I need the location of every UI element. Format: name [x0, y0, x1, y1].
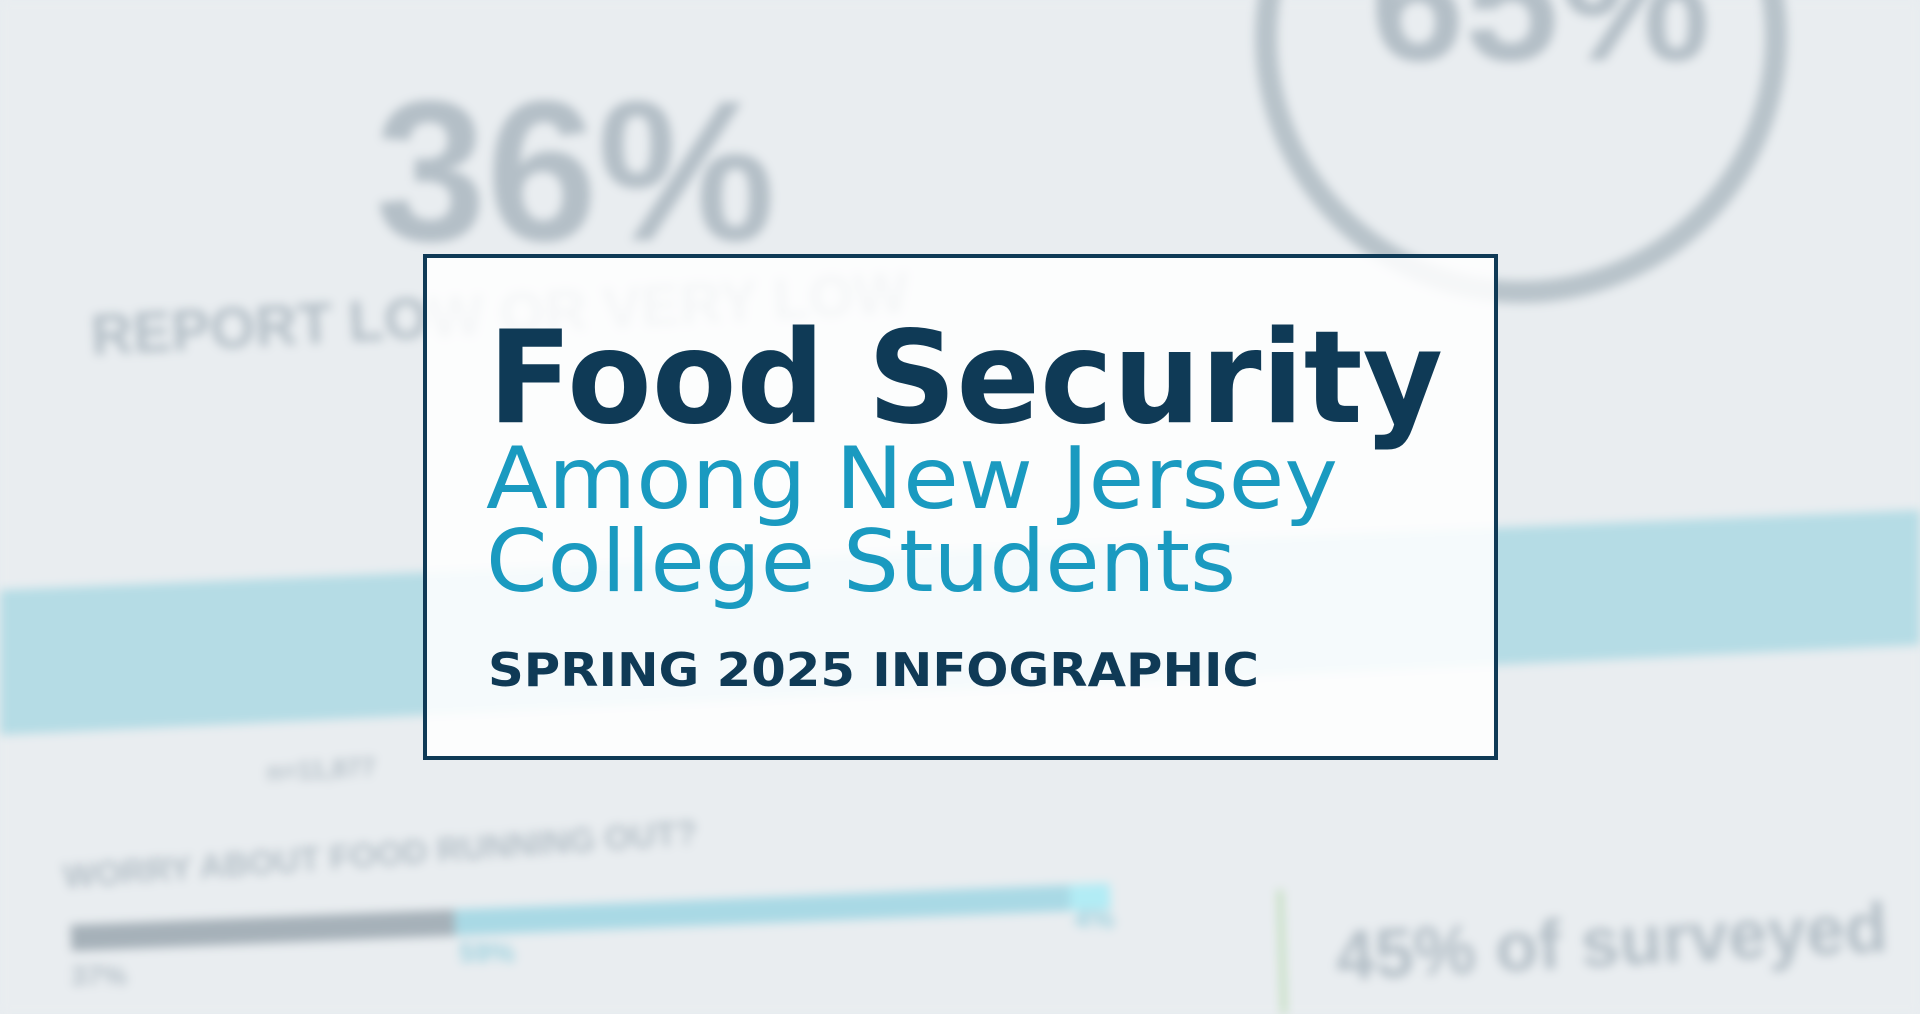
- bar-segment: [454, 884, 1071, 936]
- bar-segment: [70, 909, 456, 951]
- bar-label: 59%: [459, 937, 515, 968]
- title: Food Security: [488, 304, 1443, 453]
- subtitle: Among New Jersey: [486, 429, 1338, 529]
- subtitle: College Students: [486, 512, 1236, 612]
- title-box: [423, 254, 1498, 760]
- bar-label: 4%: [1074, 903, 1115, 934]
- tagline: SPRING 2025 INFOGRAPHIC: [488, 643, 1259, 697]
- stat-value: 65%: [1370, 0, 1710, 97]
- ring: [1255, 0, 1787, 303]
- sample-size: n=11,877: [266, 751, 377, 787]
- bar: [70, 883, 1111, 951]
- divider: [1278, 889, 1286, 1014]
- bar-segment: [1069, 883, 1111, 911]
- stat-value: 36%: [375, 60, 775, 283]
- bar-label: 37%: [71, 960, 127, 991]
